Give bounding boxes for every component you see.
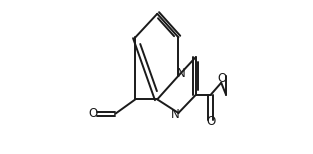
Text: O: O [217,73,226,85]
Text: O: O [89,107,98,120]
Text: O: O [207,115,216,128]
Text: N: N [171,108,180,121]
Text: N: N [177,67,186,81]
